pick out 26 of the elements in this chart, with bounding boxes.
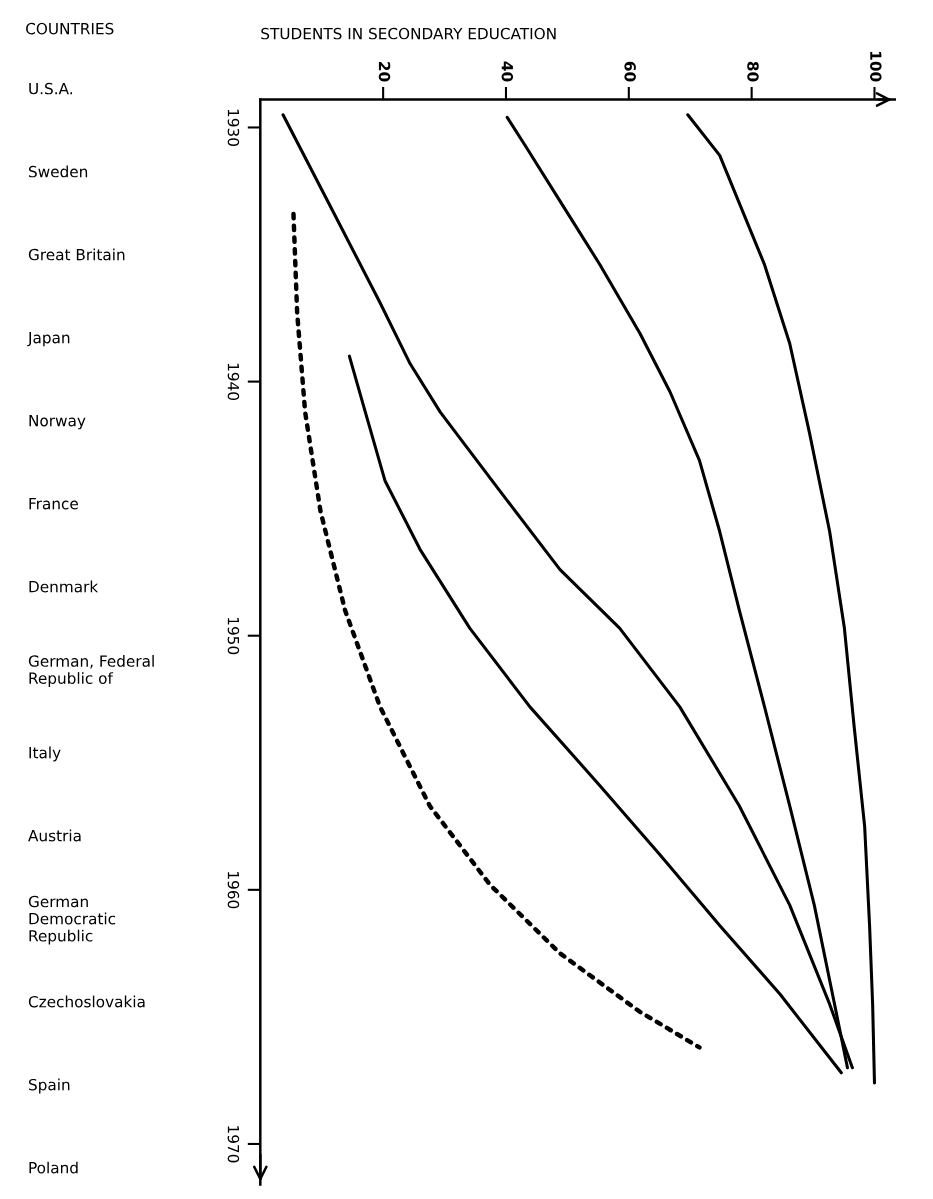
x-tick-label: 20 bbox=[378, 62, 391, 82]
text: Denmark bbox=[29, 580, 99, 593]
x-tick-label: 60 bbox=[624, 61, 636, 82]
text: Norway bbox=[29, 415, 86, 430]
text: COUNTRIES bbox=[26, 22, 114, 35]
text: Japan bbox=[27, 332, 70, 347]
text: U.S.A. bbox=[29, 82, 72, 95]
y-tick-label: 1950 bbox=[227, 617, 240, 655]
x-tick-label: 100 bbox=[870, 51, 882, 82]
text: Czechoslovakia bbox=[28, 995, 145, 1008]
text: Poland bbox=[29, 1161, 78, 1174]
text: Spain bbox=[29, 1078, 70, 1094]
x-tick-label: 80 bbox=[747, 61, 759, 82]
y-tick-label: 1930 bbox=[227, 109, 240, 146]
text: Austria bbox=[28, 829, 81, 842]
y-tick-label: 1960 bbox=[227, 872, 240, 909]
y-tick-label: 1970 bbox=[227, 1126, 240, 1163]
x-axis-title: STUDENTS IN SECONDARY EDUCATION bbox=[261, 27, 556, 40]
text: Italy bbox=[29, 746, 61, 762]
text: Great Britain bbox=[28, 248, 125, 261]
x-tick-label: 40 bbox=[501, 61, 514, 82]
text: Sweden bbox=[29, 165, 88, 178]
text: German Democratic Republic bbox=[28, 895, 116, 945]
y-tick-label: 1940 bbox=[227, 363, 240, 401]
text: France bbox=[29, 498, 78, 510]
text: German, Federal Republic of bbox=[28, 655, 154, 687]
